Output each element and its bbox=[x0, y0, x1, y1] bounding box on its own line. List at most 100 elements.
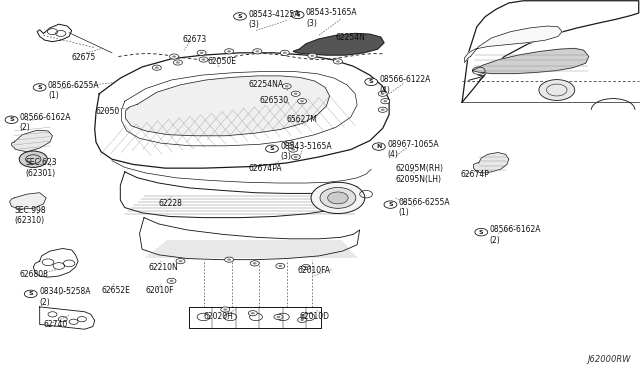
Text: 62020H: 62020H bbox=[204, 312, 234, 321]
Circle shape bbox=[250, 261, 259, 266]
Circle shape bbox=[289, 147, 298, 152]
Text: S: S bbox=[9, 117, 14, 122]
Polygon shape bbox=[10, 193, 46, 209]
Circle shape bbox=[291, 148, 295, 151]
Text: 62010D: 62010D bbox=[300, 312, 330, 321]
Circle shape bbox=[381, 109, 385, 111]
Circle shape bbox=[266, 145, 278, 153]
Circle shape bbox=[173, 60, 182, 65]
Circle shape bbox=[328, 192, 348, 204]
Circle shape bbox=[176, 259, 185, 264]
Text: S: S bbox=[369, 79, 374, 84]
Circle shape bbox=[5, 116, 18, 124]
Polygon shape bbox=[465, 26, 562, 62]
Circle shape bbox=[199, 57, 208, 62]
Circle shape bbox=[200, 52, 204, 54]
Text: 08566-6122A
(4): 08566-6122A (4) bbox=[380, 75, 431, 94]
Text: 62095M(RH)
62095N(LH): 62095M(RH) 62095N(LH) bbox=[396, 164, 444, 184]
Text: 62673: 62673 bbox=[182, 35, 207, 44]
Circle shape bbox=[19, 151, 47, 167]
Text: S: S bbox=[269, 146, 275, 151]
Polygon shape bbox=[474, 153, 509, 173]
Circle shape bbox=[298, 317, 307, 323]
Text: 08967-1065A
(4): 08967-1065A (4) bbox=[387, 140, 439, 159]
Circle shape bbox=[539, 80, 575, 100]
Circle shape bbox=[170, 280, 173, 282]
Circle shape bbox=[300, 100, 304, 102]
Polygon shape bbox=[293, 33, 384, 55]
Text: 62675: 62675 bbox=[72, 53, 96, 62]
Circle shape bbox=[378, 91, 387, 96]
Circle shape bbox=[381, 93, 385, 95]
Text: 08566-6255A
(1): 08566-6255A (1) bbox=[48, 81, 100, 100]
Circle shape bbox=[304, 266, 308, 268]
Circle shape bbox=[253, 49, 262, 54]
Text: 62010F: 62010F bbox=[146, 286, 175, 295]
Text: S: S bbox=[295, 12, 300, 17]
Circle shape bbox=[152, 65, 161, 70]
Circle shape bbox=[223, 308, 227, 311]
Circle shape bbox=[310, 55, 314, 57]
Circle shape bbox=[176, 61, 180, 64]
Circle shape bbox=[253, 262, 257, 264]
Text: J62000RW: J62000RW bbox=[587, 355, 630, 364]
Circle shape bbox=[280, 50, 289, 55]
Text: 62010FA: 62010FA bbox=[298, 266, 331, 275]
Text: 62254NA: 62254NA bbox=[248, 80, 284, 89]
Circle shape bbox=[285, 85, 289, 87]
Circle shape bbox=[197, 50, 206, 55]
Circle shape bbox=[308, 53, 317, 58]
Circle shape bbox=[225, 49, 234, 54]
Circle shape bbox=[301, 264, 310, 270]
Circle shape bbox=[291, 154, 300, 160]
Text: 08543-5165A
(3): 08543-5165A (3) bbox=[306, 8, 358, 28]
Circle shape bbox=[221, 307, 230, 312]
Text: 08566-6255A
(1): 08566-6255A (1) bbox=[399, 198, 451, 217]
Text: 08543-5165A
(3): 08543-5165A (3) bbox=[280, 142, 332, 161]
Text: 08566-6162A
(2): 08566-6162A (2) bbox=[490, 225, 541, 245]
Circle shape bbox=[251, 312, 255, 314]
Circle shape bbox=[294, 156, 298, 158]
Text: 62652E: 62652E bbox=[101, 286, 130, 295]
Text: S: S bbox=[37, 85, 42, 90]
Circle shape bbox=[298, 99, 307, 104]
Text: 62674PA: 62674PA bbox=[248, 164, 282, 173]
Circle shape bbox=[294, 93, 298, 95]
Text: 08543-4125A
(3): 08543-4125A (3) bbox=[248, 10, 300, 29]
Text: 62050E: 62050E bbox=[208, 57, 237, 66]
Circle shape bbox=[285, 141, 294, 146]
Circle shape bbox=[287, 142, 291, 144]
Circle shape bbox=[234, 13, 246, 20]
Text: 08340-5258A
(2): 08340-5258A (2) bbox=[39, 287, 90, 307]
Circle shape bbox=[283, 52, 287, 54]
Text: 62210N: 62210N bbox=[148, 263, 178, 272]
Circle shape bbox=[320, 187, 356, 208]
Text: 62228: 62228 bbox=[159, 199, 182, 208]
Circle shape bbox=[291, 11, 304, 19]
Circle shape bbox=[167, 278, 176, 283]
Polygon shape bbox=[472, 48, 589, 74]
Circle shape bbox=[381, 99, 390, 104]
Circle shape bbox=[333, 59, 342, 64]
Text: 62740: 62740 bbox=[44, 320, 68, 329]
Text: SEC.623
(62301): SEC.623 (62301) bbox=[26, 158, 57, 178]
Text: S: S bbox=[479, 230, 484, 235]
Circle shape bbox=[276, 263, 285, 269]
Text: 626808: 626808 bbox=[19, 270, 48, 279]
Text: 62254N: 62254N bbox=[336, 33, 366, 42]
Text: 62050: 62050 bbox=[96, 107, 120, 116]
Text: S: S bbox=[28, 291, 33, 296]
Text: S: S bbox=[388, 202, 393, 207]
Text: SEC.998
(62310): SEC.998 (62310) bbox=[14, 206, 45, 225]
Circle shape bbox=[227, 259, 231, 261]
Circle shape bbox=[291, 91, 300, 96]
Circle shape bbox=[475, 228, 488, 236]
Polygon shape bbox=[12, 130, 52, 152]
Circle shape bbox=[172, 55, 176, 58]
Circle shape bbox=[24, 290, 37, 298]
Circle shape bbox=[274, 314, 283, 320]
Circle shape bbox=[336, 60, 340, 62]
Circle shape bbox=[33, 84, 46, 91]
Circle shape bbox=[383, 100, 387, 102]
Text: 65627M: 65627M bbox=[287, 115, 317, 124]
